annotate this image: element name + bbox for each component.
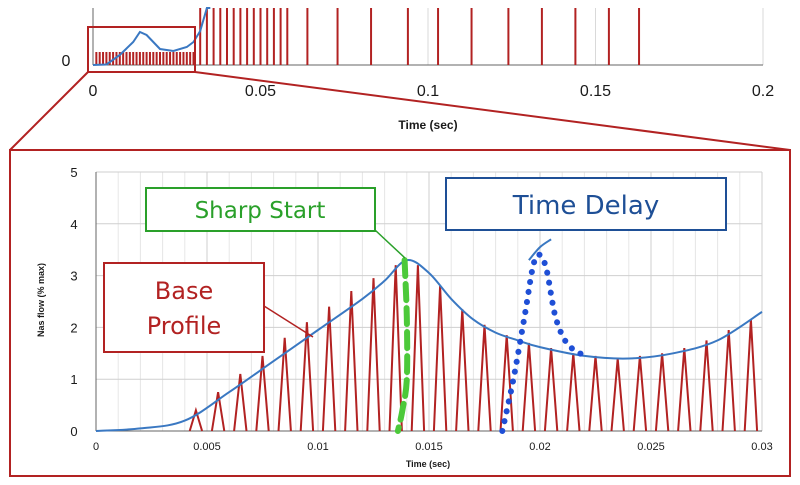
zoom-pulse bbox=[299, 322, 315, 432]
zoom-pulse bbox=[499, 335, 514, 432]
overview-x-tick-label: 0.05 bbox=[245, 83, 276, 100]
sharp-start-leader bbox=[374, 229, 406, 259]
base-profile-callout: Base Profile bbox=[103, 262, 314, 353]
zoom-y-axis-title: Nas flow (% max) bbox=[36, 263, 46, 337]
zoom-pulse bbox=[477, 324, 492, 432]
overview-envelope-line bbox=[92, 7, 211, 66]
zoom-pulse bbox=[699, 340, 714, 432]
base-profile-box bbox=[103, 262, 265, 353]
overview-x-tick-label: 0.15 bbox=[580, 83, 611, 100]
zoom-marks bbox=[95, 238, 763, 434]
zoom-x-tick-label: 0.02 bbox=[529, 441, 550, 453]
zoom-y-tick-label: 5 bbox=[70, 165, 77, 180]
zoom-y-tick-label: 3 bbox=[70, 269, 77, 284]
overview-chart: 0 0.05 0.1 0.15 0.2 0 Time (sec) bbox=[62, 5, 775, 132]
zoom-x-tick-label: 0.015 bbox=[415, 441, 443, 453]
zoom-chart: 0 1 2 3 4 5 0 0.005 0.01 0.015 0.02 0.025 0.03 Time … bbox=[9, 149, 791, 477]
zoom-time-delay-line bbox=[499, 251, 592, 434]
zoom-x-tick-label: 0.005 bbox=[193, 441, 221, 453]
zoom-pulse bbox=[233, 373, 248, 432]
zoom-pulse bbox=[188, 406, 204, 432]
time-delay-label: Time Delay bbox=[512, 191, 659, 221]
zoom-pulse bbox=[210, 391, 226, 432]
overview-x-tick-label: 0 bbox=[89, 83, 98, 100]
zoom-pulse bbox=[543, 348, 559, 432]
base-profile-leader bbox=[263, 305, 314, 338]
zoom-x-tick-label: 0 bbox=[93, 441, 99, 453]
zoom-region-box bbox=[87, 26, 196, 73]
zoom-pulse bbox=[388, 265, 403, 432]
zoom-connector-right bbox=[194, 71, 791, 151]
zoom-time-delay-tip-line bbox=[528, 238, 552, 261]
sharp-start-callout: Sharp Start bbox=[145, 187, 406, 259]
zoom-ticks: 0 1 2 3 4 5 0 0.005 0.01 0.015 0.02 0.025 0.03 bbox=[70, 165, 772, 453]
zoom-pulse bbox=[521, 342, 537, 432]
zoom-pulse bbox=[654, 353, 670, 432]
time-delay-callout: Time Delay bbox=[445, 177, 727, 231]
zoom-x-tick-label: 0.025 bbox=[637, 441, 665, 453]
base-profile-label-line-2: Profile bbox=[147, 312, 222, 340]
overview-marks bbox=[92, 7, 641, 66]
zoom-y-tick-label: 2 bbox=[70, 320, 77, 335]
zoom-y-tick-label: 0 bbox=[70, 424, 77, 439]
zoom-pulse bbox=[255, 355, 270, 432]
zoom-y-tick-label: 4 bbox=[70, 217, 77, 232]
zoom-pulse bbox=[410, 265, 426, 432]
zoom-pulse bbox=[632, 355, 648, 432]
overview-x-axis-title: Time (sec) bbox=[398, 118, 457, 132]
zoom-x-axis-title: Time (sec) bbox=[406, 459, 450, 469]
zoom-pulse bbox=[721, 329, 736, 432]
zoom-pulse bbox=[366, 278, 381, 432]
overview-ticks: 0 0.05 0.1 0.15 0.2 0 bbox=[62, 53, 775, 100]
zoom-base-profile-line bbox=[95, 259, 763, 432]
overview-y-tick-label: 0 bbox=[62, 53, 71, 70]
sharp-start-box bbox=[145, 187, 376, 232]
zoom-sharp-start-line bbox=[394, 257, 411, 434]
zoom-pulse bbox=[321, 306, 337, 432]
zoom-pulse bbox=[588, 355, 603, 432]
zoom-pulse bbox=[677, 348, 692, 432]
time-delay-box bbox=[445, 177, 727, 231]
overview-x-tick-label: 0.1 bbox=[417, 83, 439, 100]
sharp-start-label: Sharp Start bbox=[195, 198, 326, 224]
zoom-connector-left bbox=[9, 71, 89, 151]
zoom-pulse bbox=[277, 337, 292, 432]
zoom-x-tick-label: 0.01 bbox=[307, 441, 328, 453]
overview-x-tick-label: 0.2 bbox=[752, 83, 774, 100]
zoom-x-tick-label: 0.03 bbox=[751, 441, 772, 453]
zoom-pulse bbox=[344, 291, 359, 432]
zoom-y-tick-label: 1 bbox=[70, 372, 77, 387]
base-profile-label-line-1: Base bbox=[155, 277, 213, 305]
